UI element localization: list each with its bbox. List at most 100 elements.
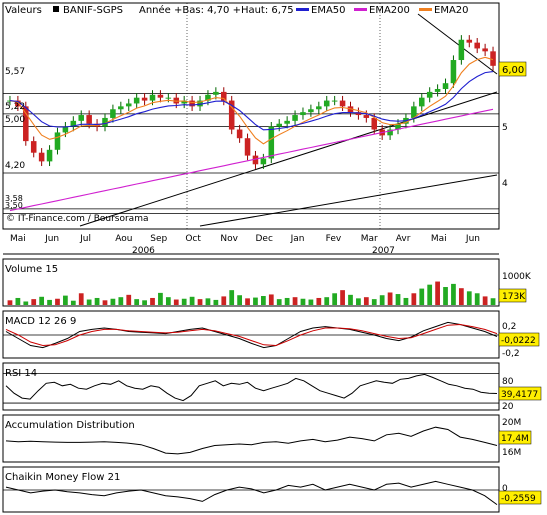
volume-bar — [47, 299, 52, 305]
candle-body — [363, 115, 370, 118]
header-label: Valeurs — [5, 5, 42, 16]
volume-bar — [482, 296, 488, 305]
legend-ema50-swatch — [296, 8, 309, 11]
trendline-resistance — [417, 13, 498, 75]
macd-last-value: -0,0222 — [501, 336, 536, 346]
candle-body — [387, 129, 393, 136]
x-tick-year: 2007 — [372, 246, 395, 256]
last-price-badge — [498, 61, 527, 77]
macd-panel-frame — [2, 310, 500, 359]
candle-body — [173, 97, 180, 104]
candle-body — [165, 97, 172, 99]
rsi-panel: RSI 14 80 20 39,4177 — [2, 362, 542, 412]
volume-bar — [348, 294, 353, 305]
rsi-title: RSI 14 — [5, 368, 37, 379]
macd-last-badge — [498, 332, 540, 347]
rsi-panel-frame — [2, 362, 500, 411]
volume-bar — [197, 299, 203, 305]
candle-body — [308, 109, 314, 113]
legend-ema200-swatch — [354, 8, 367, 11]
candle-body — [125, 103, 132, 107]
level-label-5-00: 5,00 — [5, 115, 25, 125]
volume-bar — [268, 294, 274, 305]
candle-body — [102, 117, 108, 127]
volume-bar — [158, 292, 163, 305]
candle-body — [181, 100, 187, 104]
ema200-line — [9, 108, 494, 212]
volume-bar — [7, 300, 13, 305]
ad-tick-20m: 20M — [502, 418, 521, 428]
candle-body — [149, 94, 156, 101]
candle-body — [62, 126, 69, 133]
volume-bar — [395, 294, 401, 305]
volume-bar — [435, 281, 440, 305]
candle-body — [331, 100, 338, 102]
candle-body — [110, 109, 116, 118]
volume-bar — [316, 297, 322, 305]
candle-body — [395, 123, 401, 130]
candle-body — [300, 112, 306, 116]
x-tick-month: Jun — [465, 234, 480, 244]
last-price-value: 6,00 — [502, 65, 524, 76]
price-emas — [9, 56, 494, 212]
x-tick-month: Mai — [431, 234, 447, 244]
candle-body — [141, 97, 148, 101]
trendline-support — [79, 91, 498, 227]
x-tick-year: 2006 — [132, 246, 155, 256]
volume-tick-1000k: 1000K — [502, 272, 532, 282]
volume-bar — [229, 290, 235, 305]
cmf-lines-series-0 — [5, 480, 498, 506]
candle-body — [118, 106, 124, 110]
macd-lines-series-1 — [5, 323, 498, 347]
candle-body — [15, 100, 21, 107]
volume-bar — [300, 298, 306, 305]
volume-bar — [324, 297, 330, 305]
ticker-marker — [53, 6, 59, 12]
candle-body — [133, 97, 140, 104]
cmf-tick-0: 0 — [502, 484, 508, 494]
level-label-5-22: 5,22 — [5, 102, 25, 112]
volume-bar — [371, 299, 377, 305]
candle-body — [221, 91, 227, 101]
header-year-range: Année +Bas: 4,70 +Haut: 6,75 — [139, 4, 294, 16]
candle-body — [323, 100, 330, 107]
rsi-lines-series-0 — [5, 373, 498, 402]
x-tick-month: Mai — [10, 234, 26, 244]
macd-title: MACD 12 26 9 — [5, 316, 76, 327]
candle-body — [371, 117, 378, 130]
x-axis: Mai Jun Jul Aou Sep Oct Nov Dec Jan Fev Mar Avr Mai J… — [10, 234, 480, 256]
candle-body — [268, 126, 275, 159]
legend-ema200-label: EMA200 — [369, 5, 410, 16]
volume-bar — [245, 298, 250, 305]
volume-bar — [142, 300, 147, 305]
volume-bar — [31, 299, 37, 305]
volume-bar — [466, 291, 472, 305]
watermark: © IT-Finance.com / Boursorama — [6, 214, 148, 224]
volume-bar — [150, 297, 155, 305]
volume-bar — [78, 293, 84, 305]
volume-bar — [387, 292, 393, 305]
volume-bar — [451, 283, 456, 305]
x-tick-month: Mar — [361, 234, 378, 244]
ad-lines-series-0 — [5, 426, 498, 455]
x-tick-month: Fev — [326, 234, 342, 244]
cmf-panel: Chaikin Money Flow 21 0 -0,2559 — [2, 466, 542, 513]
volume-bar — [443, 287, 448, 305]
x-tick-month: Jul — [79, 234, 91, 244]
macd-tick-bottom: -0,2 — [502, 349, 520, 359]
candle-body — [434, 88, 441, 92]
price-panel: Valeurs BANIF-SGPS Année +Bas: 4,70 +Hau… — [2, 2, 527, 230]
candle-body — [292, 115, 298, 121]
volume-bar — [165, 297, 171, 305]
x-tick-month: Sep — [150, 234, 167, 244]
volume-bar — [134, 299, 140, 305]
volume-panel-frame — [2, 258, 500, 307]
volume-bar — [94, 297, 100, 305]
price-panel-frame — [2, 2, 500, 230]
volume-bar — [427, 284, 433, 305]
volume-bar — [86, 299, 92, 305]
volume-last-badge — [498, 288, 527, 303]
macd-panel: MACD 12 26 9 0,2 -0,2 -0,0222 — [2, 310, 540, 359]
volume-bar — [237, 295, 242, 305]
